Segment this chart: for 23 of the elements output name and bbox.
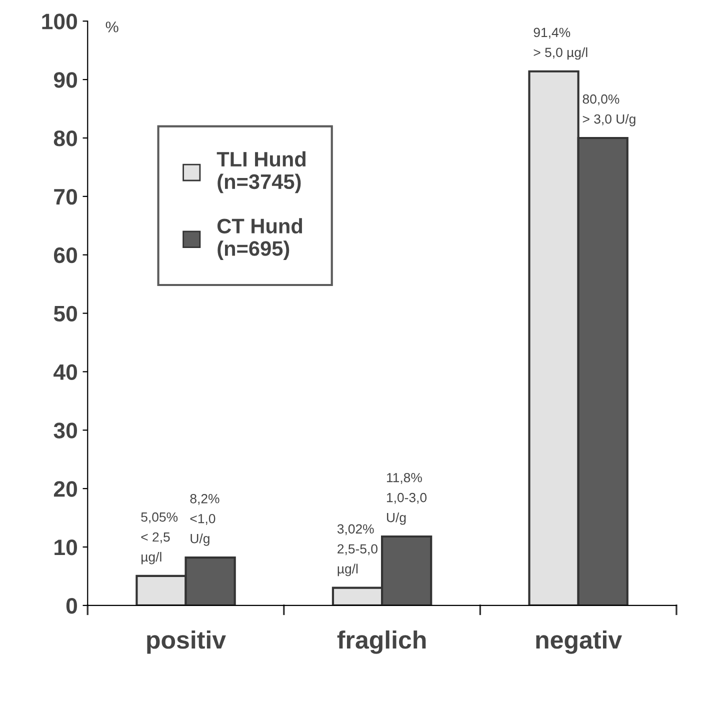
data-label: 11,8% 1,0-3,0 U/g xyxy=(386,472,427,525)
data-label: 91,4% > 5,0 µg/l xyxy=(534,28,588,60)
y-tick-label: 20 xyxy=(54,481,77,497)
x-tick-label: positiv xyxy=(147,630,226,654)
y-tick-label: 30 xyxy=(54,422,77,438)
y-tick-label: 90 xyxy=(54,72,77,88)
y-tick-label: 40 xyxy=(54,364,77,380)
y-tick-label: 50 xyxy=(54,306,77,322)
data-label: 5,05% < 2,5 µg/l xyxy=(141,512,178,564)
y-tick-label: 80 xyxy=(54,130,77,146)
y-tick-label: 0 xyxy=(66,598,77,614)
y-tick-label: 100 xyxy=(42,14,77,30)
data-label: 3,02% 2,5-5,0 µg/l xyxy=(337,524,378,576)
data-label: 80,0% > 3,0 U/g xyxy=(582,94,636,126)
y-tick-label: 10 xyxy=(54,540,77,556)
y-tick-label: 60 xyxy=(54,247,77,264)
y-axis-title: % xyxy=(106,22,118,32)
data-label: 8,2% <1,0 U/g xyxy=(190,494,220,546)
legend-label: CT Hund (n=695) xyxy=(217,218,302,260)
legend-label: TLI Hund (n=3745) xyxy=(216,151,306,194)
y-tick-label: 70 xyxy=(54,188,77,205)
x-tick-label: fraglich xyxy=(337,630,426,654)
x-tick-label: negativ xyxy=(536,630,622,654)
